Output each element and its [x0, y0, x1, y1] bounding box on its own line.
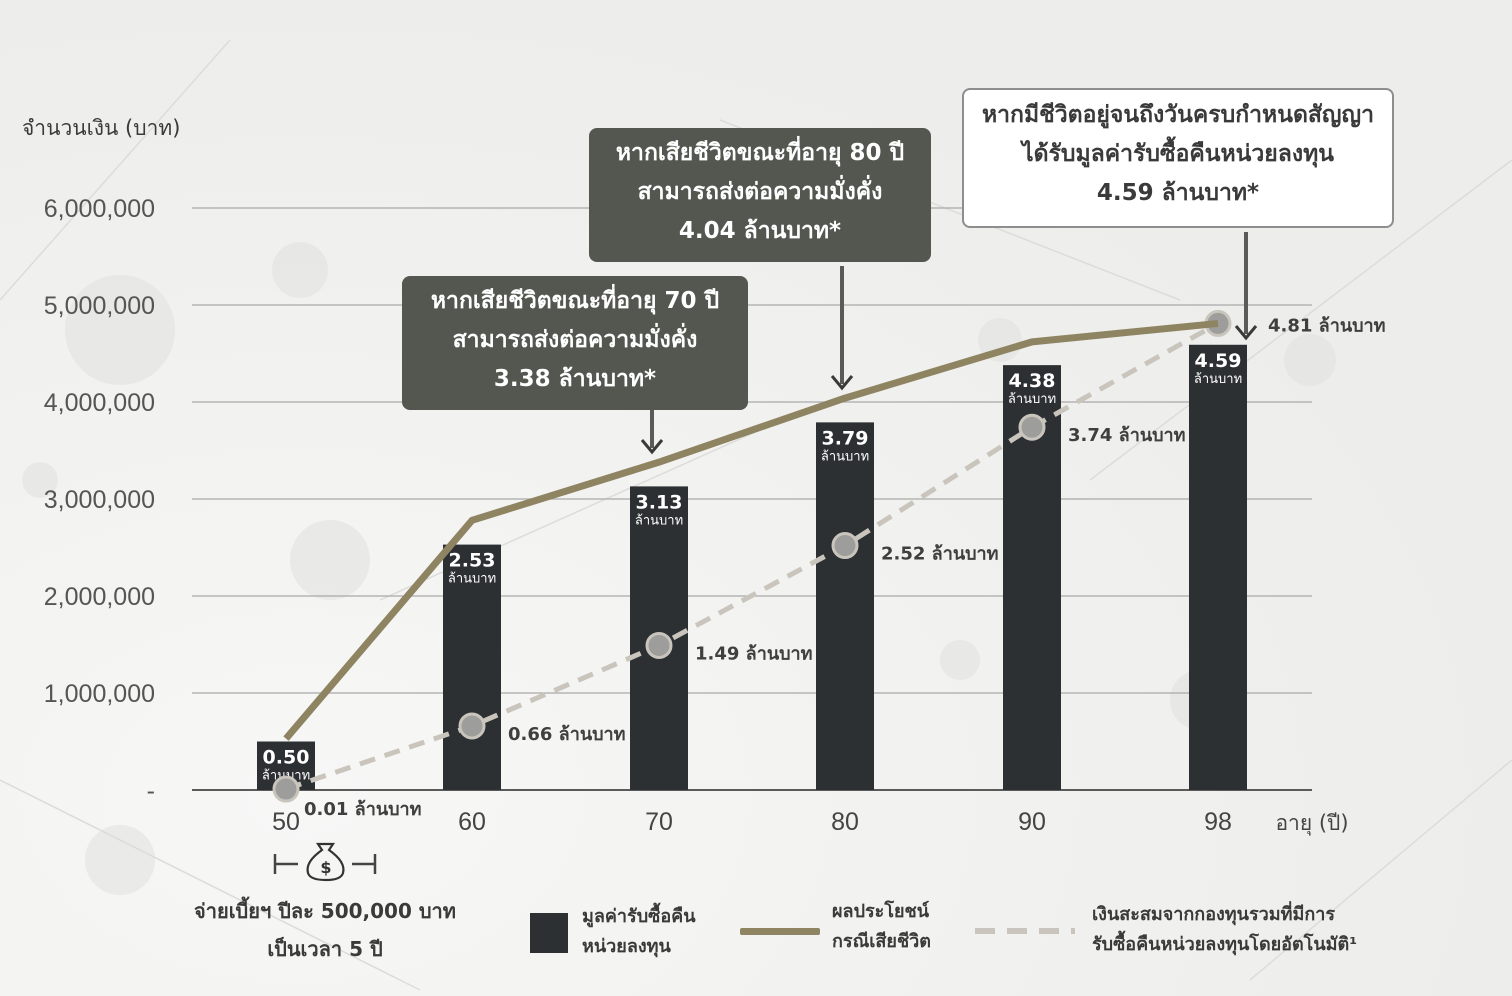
legend-bar-swatch [530, 913, 568, 953]
x-tick-label: 60 [458, 808, 486, 836]
callout-arrow-head [1234, 325, 1258, 341]
legend-dashed-label-line1: เงินสะสมจากกองทุนรวมที่มีการ [1092, 904, 1336, 925]
legend-line-swatch [740, 928, 820, 935]
legend-dashed-swatch [975, 928, 1075, 934]
callout-maturity-line2: ได้รับมูลค่ารับซื้อคืนหน่วยลงทุน [1022, 141, 1334, 167]
background-decor-line [0, 39, 231, 301]
accumulated-point-label: 0.66 ล้านบาท [508, 724, 626, 745]
y-tick-label: 1,000,000 [44, 680, 155, 708]
background-decor-circle [85, 825, 155, 895]
payment-note-line2: เป็นเวลา 5 ปี [267, 937, 383, 961]
bar-value-label: 3.79 [822, 427, 869, 449]
bar-unit-label: ล้านบาท [635, 513, 683, 528]
accumulated-point-marker [458, 712, 486, 740]
callout-maturity: หากมีชีวิตอยู่จนถึงวันครบกำหนดสัญญา ได้ร… [962, 88, 1394, 228]
bar-unit-label: ล้านบาท [1194, 372, 1242, 387]
accumulated-point-label: 0.01 ล้านบาท [304, 799, 422, 820]
y-tick-label: 3,000,000 [44, 486, 155, 514]
x-tick-label: 90 [1018, 808, 1046, 836]
legend-bar-label: มูลค่ารับซื้อคืน หน่วยลงทุน [582, 902, 696, 962]
legend-bar-label-line1: มูลค่ารับซื้อคืน [582, 906, 696, 927]
money-bag-icon [306, 842, 345, 882]
background-decor-circle [272, 242, 328, 298]
callout-arrow-head [640, 439, 664, 455]
bar-unit-label: ล้านบาท [1008, 392, 1056, 407]
y-axis-title: จำนวนเงิน (บาท) [22, 116, 181, 140]
bar-value-label: 2.53 [449, 550, 496, 572]
callout-arrow-head [830, 375, 854, 391]
accumulated-point-label: 2.52 ล้านบาท [881, 544, 999, 565]
callout-age-80: หากเสียชีวิตขณะที่อายุ 80 ปี สามารถส่งต่… [589, 128, 931, 262]
legend-line-label-line1: ผลประโยชน์ [832, 901, 930, 922]
bar-value-label: 3.13 [636, 491, 683, 513]
bar-redemption-value [443, 544, 501, 790]
payment-note: จ่ายเบี้ยฯ ปีละ 500,000 บาท เป็นเวลา 5 ป… [180, 892, 470, 968]
background-decor-circle [290, 520, 370, 600]
bar-unit-label: ล้านบาท [821, 449, 869, 464]
bar-redemption-value [1189, 344, 1247, 790]
y-tick-label: 5,000,000 [44, 292, 155, 320]
y-tick-label: 4,000,000 [44, 389, 155, 417]
bar-redemption-value [816, 422, 874, 790]
death-benefit-end-label: 4.81 ล้านบาท [1268, 315, 1386, 336]
accumulated-point-marker [831, 532, 859, 560]
line-accumulated-dashed [285, 321, 1220, 792]
callout-age-80-line2: สามารถส่งต่อความมั่งคั่ง [637, 179, 883, 205]
background-decor-circle [65, 275, 175, 385]
bar-value-label: 4.59 [1195, 350, 1242, 372]
payment-note-line1: จ่ายเบี้ยฯ ปีละ 500,000 บาท [194, 899, 456, 923]
line-death-benefit [283, 319, 1219, 741]
legend-dashed-label-line2: รับซื้อคืนหน่วยลงทุนโดยอัตโนมัติ¹ [1092, 934, 1358, 955]
background-decor-line [379, 429, 761, 601]
callout-age-70: หากเสียชีวิตขณะที่อายุ 70 ปี สามารถส่งต่… [402, 276, 748, 410]
bar-value-label: 0.50 [263, 747, 310, 769]
callout-age-80-line3: 4.04 ล้านบาท* [678, 218, 842, 244]
legend-dashed-label: เงินสะสมจากกองทุนรวมที่มีการ รับซื้อคืนห… [1092, 900, 1357, 960]
x-tick-label: 80 [831, 808, 859, 836]
accumulated-point-label: 3.74 ล้านบาท [1068, 425, 1186, 446]
money-bag-dollar-sign: $ [320, 858, 331, 877]
x-tick-label: 70 [645, 808, 673, 836]
bar-unit-label: ล้านบาท [448, 572, 496, 587]
accumulated-point-marker [272, 775, 300, 803]
legend-bar-label-line2: หน่วยลงทุน [582, 936, 671, 957]
background-decor-line [1089, 159, 1512, 481]
callout-maturity-line1: หากมีชีวิตอยู่จนถึงวันครบกำหนดสัญญา [981, 102, 1375, 128]
legend-line-label-line2: กรณีเสียชีวิต [832, 931, 931, 952]
accumulated-point-marker [1018, 413, 1046, 441]
x-tick-label: 50 [272, 808, 300, 836]
legend-line-label: ผลประโยชน์ กรณีเสียชีวิต [832, 897, 931, 957]
background-decor-circle [22, 462, 58, 498]
background-decor-line [1249, 759, 1512, 981]
callout-age-70-line1: หากเสียชีวิตขณะที่อายุ 70 ปี [430, 288, 720, 314]
x-axis-title: อายุ (ปี) [1275, 811, 1348, 836]
background-decor-circle [1284, 334, 1336, 386]
callout-age-70-line3: 3.38 ล้านบาท* [493, 366, 657, 392]
y-tick-label: 2,000,000 [44, 583, 155, 611]
y-tick-label: - [147, 777, 155, 805]
callout-age-80-line1: หากเสียชีวิตขณะที่อายุ 80 ปี [615, 140, 905, 166]
accumulated-point-label: 1.49 ล้านบาท [695, 643, 813, 664]
bar-value-label: 4.38 [1009, 370, 1056, 392]
callout-age-70-line2: สามารถส่งต่อความมั่งคั่ง [452, 327, 698, 353]
background-decor-circle [940, 640, 980, 680]
accumulated-point-marker [645, 631, 673, 659]
callout-maturity-line3: 4.59 ล้านบาท* [1096, 180, 1260, 206]
y-tick-label: 6,000,000 [44, 195, 155, 223]
x-tick-label: 98 [1204, 808, 1232, 836]
background-decor-line [0, 779, 421, 991]
